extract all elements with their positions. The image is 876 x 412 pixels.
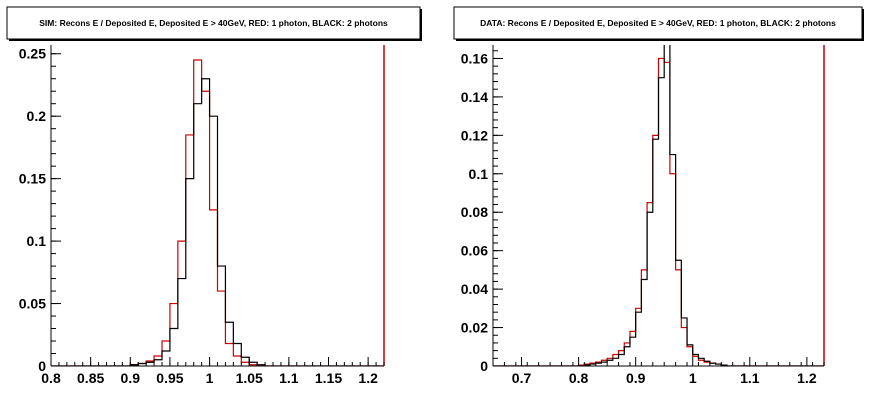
- x-tick-label: 0.85: [77, 370, 104, 386]
- y-tick-label: 0.25: [19, 46, 46, 62]
- y-tick-label: 0: [38, 358, 46, 374]
- title-box: [453, 6, 863, 40]
- x-tick-label: 1.1: [740, 370, 760, 386]
- histogram-series-group: [51, 59, 384, 366]
- sim-histogram-panel: SIM: Recons E / Deposited E, Deposited E…: [6, 6, 422, 386]
- plot-area: 0.7 0.8 0.9 1 1.1 1.2 0 0.02 0.04 0.06 0.08 0.1 0.12…: [461, 45, 825, 386]
- y-tick-label: 0.08: [461, 204, 488, 220]
- y-tick-label: 0.1: [27, 233, 47, 249]
- x-tick-label: 0.9: [121, 370, 141, 386]
- histogram-series-group: [493, 45, 824, 366]
- y-tick-label: 0.06: [461, 243, 488, 259]
- title-box: [6, 6, 421, 40]
- x-tick-label: 1.2: [358, 370, 378, 386]
- histogram-series-red: [51, 59, 384, 366]
- plot-area: 0.8 0.85 0.9 0.95 1 1.05 1.1 1.15 1.2 0 0.05 0.1 0.1…: [19, 45, 385, 386]
- y-tick-label: 0.16: [461, 50, 488, 66]
- y-tick-label: 0.05: [19, 296, 46, 312]
- histogram-series-red: [493, 57, 824, 366]
- y-tick-label: 0.1: [469, 166, 489, 182]
- x-tick-label: 0.7: [512, 370, 532, 386]
- x-tick-label: 0.9: [626, 370, 646, 386]
- y-tick-label: 0.2: [27, 108, 47, 124]
- y-tick-label: 0.15: [19, 171, 46, 187]
- title-box-shadow-right: [862, 9, 864, 41]
- title-box-shadow-bottom: [456, 39, 864, 41]
- data-histogram-panel: DATA: Recons E / Deposited E, Deposited …: [453, 6, 864, 386]
- y-tick-label: 0.02: [461, 320, 488, 336]
- y-tick-label: 0: [480, 358, 488, 374]
- chart-title: SIM: Recons E / Deposited E, Deposited E…: [39, 18, 388, 28]
- x-tick-label: 1: [689, 370, 697, 386]
- chart-title: DATA: Recons E / Deposited E, Deposited …: [480, 18, 836, 28]
- x-tick-label: 1.1: [279, 370, 299, 386]
- x-tick-label: 0.8: [569, 370, 589, 386]
- x-tick-label: 1.15: [315, 370, 342, 386]
- y-tick-label: 0.14: [461, 89, 488, 105]
- histogram-series-black: [493, 45, 824, 366]
- x-tick-label: 0.8: [41, 370, 61, 386]
- x-tick-label: 0.95: [156, 370, 183, 386]
- y-tick-label: 0.04: [461, 281, 488, 297]
- x-tick-label: 1.05: [236, 370, 263, 386]
- y-tick-label: 0.12: [461, 127, 488, 143]
- x-tick-label: 1.2: [797, 370, 817, 386]
- x-tick-label: 1: [206, 370, 214, 386]
- title-box-shadow-bottom: [9, 39, 422, 41]
- histogram-series-black: [51, 78, 384, 366]
- title-box-shadow-right: [420, 9, 422, 41]
